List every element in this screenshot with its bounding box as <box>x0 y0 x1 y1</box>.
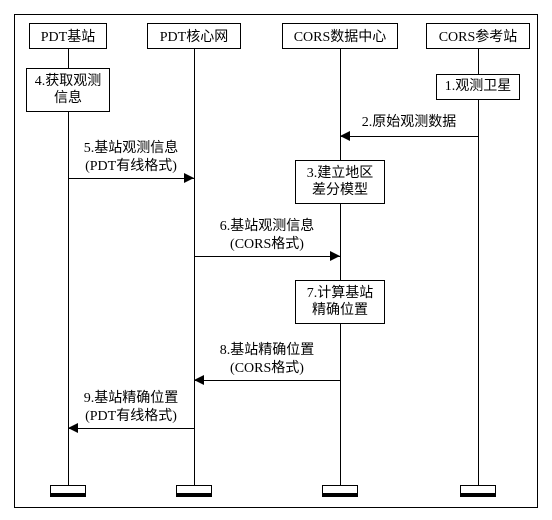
message-label-line: 5.基站观测信息 <box>66 140 196 158</box>
message-line-msg6 <box>194 256 340 257</box>
activation-label: 3.建立地区 <box>307 165 374 183</box>
actor-header-pdt-bs: PDT基站 <box>29 23 107 49</box>
activation-label: 1.观测卫星 <box>445 78 512 96</box>
actor-header-cors-ref: CORS参考站 <box>426 23 530 49</box>
message-label-line: 6.基站观测信息 <box>202 218 332 236</box>
lifeline-cors-dc <box>340 49 341 485</box>
message-label-line: 2.原始观测数据 <box>344 114 474 132</box>
message-label-line: (PDT有线格式) <box>66 408 196 426</box>
message-line-msg9 <box>68 428 194 429</box>
lifeline-footer-cors-ref <box>460 485 496 497</box>
message-label-msg9: 9.基站精确位置(PDT有线格式) <box>66 390 196 426</box>
message-label-line: (CORS格式) <box>202 236 332 254</box>
message-label-msg5: 5.基站观测信息(PDT有线格式) <box>66 140 196 176</box>
lifeline-cors-ref <box>478 49 479 485</box>
activation-label: 4.获取观测 <box>35 73 102 91</box>
message-label-line: (PDT有线格式) <box>66 158 196 176</box>
lifeline-footer-cors-dc <box>322 485 358 497</box>
actor-header-pdt-core: PDT核心网 <box>147 23 241 49</box>
arrow-msg2 <box>340 131 350 141</box>
message-label-line: (CORS格式) <box>202 360 332 378</box>
message-line-msg8 <box>194 380 340 381</box>
activation-step1: 1.观测卫星 <box>436 74 520 100</box>
activation-step7: 7.计算基站精确位置 <box>295 280 385 324</box>
actor-header-cors-dc: CORS数据中心 <box>282 23 398 49</box>
activation-step3: 3.建立地区差分模型 <box>295 160 385 204</box>
activation-label: 差分模型 <box>312 182 368 200</box>
message-label-line: 9.基站精确位置 <box>66 390 196 408</box>
lifeline-footer-pdt-bs <box>50 485 86 497</box>
activation-label: 7.计算基站 <box>307 285 374 303</box>
message-label-line: 8.基站精确位置 <box>202 342 332 360</box>
message-label-msg6: 6.基站观测信息(CORS格式) <box>202 218 332 254</box>
message-label-msg8: 8.基站精确位置(CORS格式) <box>202 342 332 378</box>
message-line-msg5 <box>68 178 194 179</box>
message-line-msg2 <box>340 136 478 137</box>
activation-label: 精确位置 <box>312 302 368 320</box>
message-label-msg2: 2.原始观测数据 <box>344 114 474 132</box>
activation-step4: 4.获取观测信息 <box>26 68 110 112</box>
activation-label: 信息 <box>54 90 82 108</box>
lifeline-footer-pdt-core <box>176 485 212 497</box>
